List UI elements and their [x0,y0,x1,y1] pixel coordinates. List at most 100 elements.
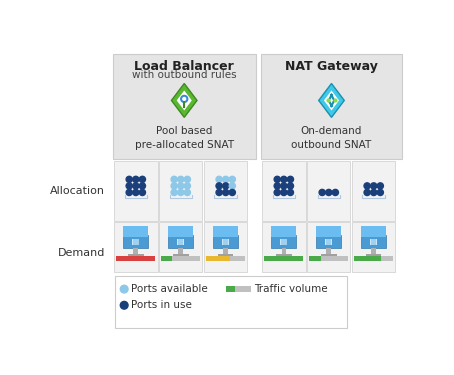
FancyBboxPatch shape [307,222,350,272]
FancyBboxPatch shape [204,222,247,272]
Circle shape [126,183,132,189]
FancyBboxPatch shape [161,256,172,261]
Polygon shape [324,90,339,111]
Circle shape [184,189,190,195]
FancyBboxPatch shape [204,160,247,220]
Text: Allocation: Allocation [50,186,105,195]
FancyBboxPatch shape [355,256,381,261]
Circle shape [274,183,280,189]
Circle shape [139,176,145,183]
Circle shape [178,176,184,183]
Circle shape [184,183,190,189]
FancyBboxPatch shape [307,160,350,220]
FancyBboxPatch shape [133,248,138,254]
Polygon shape [172,84,197,117]
FancyBboxPatch shape [261,54,402,159]
Circle shape [216,189,222,195]
Circle shape [133,176,139,183]
Text: with outbound rules: with outbound rules [132,70,237,80]
Circle shape [126,176,132,183]
FancyBboxPatch shape [262,160,306,220]
Text: Demand: Demand [57,248,105,258]
FancyBboxPatch shape [326,248,331,254]
FancyBboxPatch shape [325,238,332,245]
Circle shape [222,176,229,183]
Text: Traffic volume: Traffic volume [254,284,328,294]
Circle shape [181,95,188,102]
FancyBboxPatch shape [113,54,256,159]
FancyBboxPatch shape [114,160,158,220]
FancyBboxPatch shape [361,226,386,237]
Text: Ports available: Ports available [131,284,208,294]
Circle shape [139,189,145,195]
FancyBboxPatch shape [206,256,245,261]
FancyBboxPatch shape [281,248,286,254]
Circle shape [120,302,128,309]
Polygon shape [319,84,344,117]
FancyBboxPatch shape [159,222,202,272]
Circle shape [287,189,294,195]
FancyBboxPatch shape [177,238,184,245]
Text: Load Balancer: Load Balancer [134,60,234,74]
Circle shape [229,183,235,189]
Circle shape [126,189,132,195]
FancyBboxPatch shape [115,276,347,328]
FancyBboxPatch shape [280,238,287,245]
FancyBboxPatch shape [116,256,155,261]
Circle shape [171,176,177,183]
FancyBboxPatch shape [370,238,377,245]
Circle shape [216,183,222,189]
Text: NAT Gateway: NAT Gateway [285,60,378,74]
Circle shape [287,176,294,183]
FancyBboxPatch shape [226,286,235,292]
FancyBboxPatch shape [123,236,148,248]
Circle shape [281,176,287,183]
Circle shape [377,183,384,189]
FancyBboxPatch shape [168,236,193,248]
FancyBboxPatch shape [371,239,376,244]
FancyBboxPatch shape [206,256,230,261]
FancyBboxPatch shape [271,226,296,237]
FancyBboxPatch shape [128,254,143,256]
FancyBboxPatch shape [316,226,341,237]
Circle shape [274,189,280,195]
Circle shape [370,183,377,189]
FancyBboxPatch shape [309,256,321,261]
FancyBboxPatch shape [116,256,155,261]
FancyBboxPatch shape [223,248,228,254]
Circle shape [370,189,377,195]
FancyBboxPatch shape [321,254,336,256]
FancyBboxPatch shape [276,254,291,256]
Circle shape [184,176,190,183]
Circle shape [287,183,294,189]
FancyBboxPatch shape [222,238,229,245]
Circle shape [364,183,370,189]
FancyBboxPatch shape [309,256,348,261]
FancyBboxPatch shape [262,222,306,272]
FancyBboxPatch shape [159,160,202,220]
Circle shape [274,176,280,183]
FancyBboxPatch shape [161,256,200,261]
FancyBboxPatch shape [133,239,138,244]
Circle shape [139,183,145,189]
FancyBboxPatch shape [352,222,395,272]
FancyBboxPatch shape [264,256,303,261]
FancyBboxPatch shape [366,254,381,256]
Circle shape [229,189,235,195]
Circle shape [281,183,287,189]
Circle shape [229,176,235,183]
FancyBboxPatch shape [281,239,286,244]
Circle shape [222,189,229,195]
Circle shape [178,183,184,189]
Circle shape [281,189,287,195]
Circle shape [216,176,222,183]
Text: On-demand
outbound SNAT: On-demand outbound SNAT [291,126,372,150]
Polygon shape [177,90,192,111]
FancyBboxPatch shape [271,236,296,248]
FancyBboxPatch shape [326,239,331,244]
FancyBboxPatch shape [213,236,238,248]
Circle shape [133,189,139,195]
Text: Ports in use: Ports in use [131,300,192,310]
Circle shape [377,189,384,195]
Circle shape [171,189,177,195]
